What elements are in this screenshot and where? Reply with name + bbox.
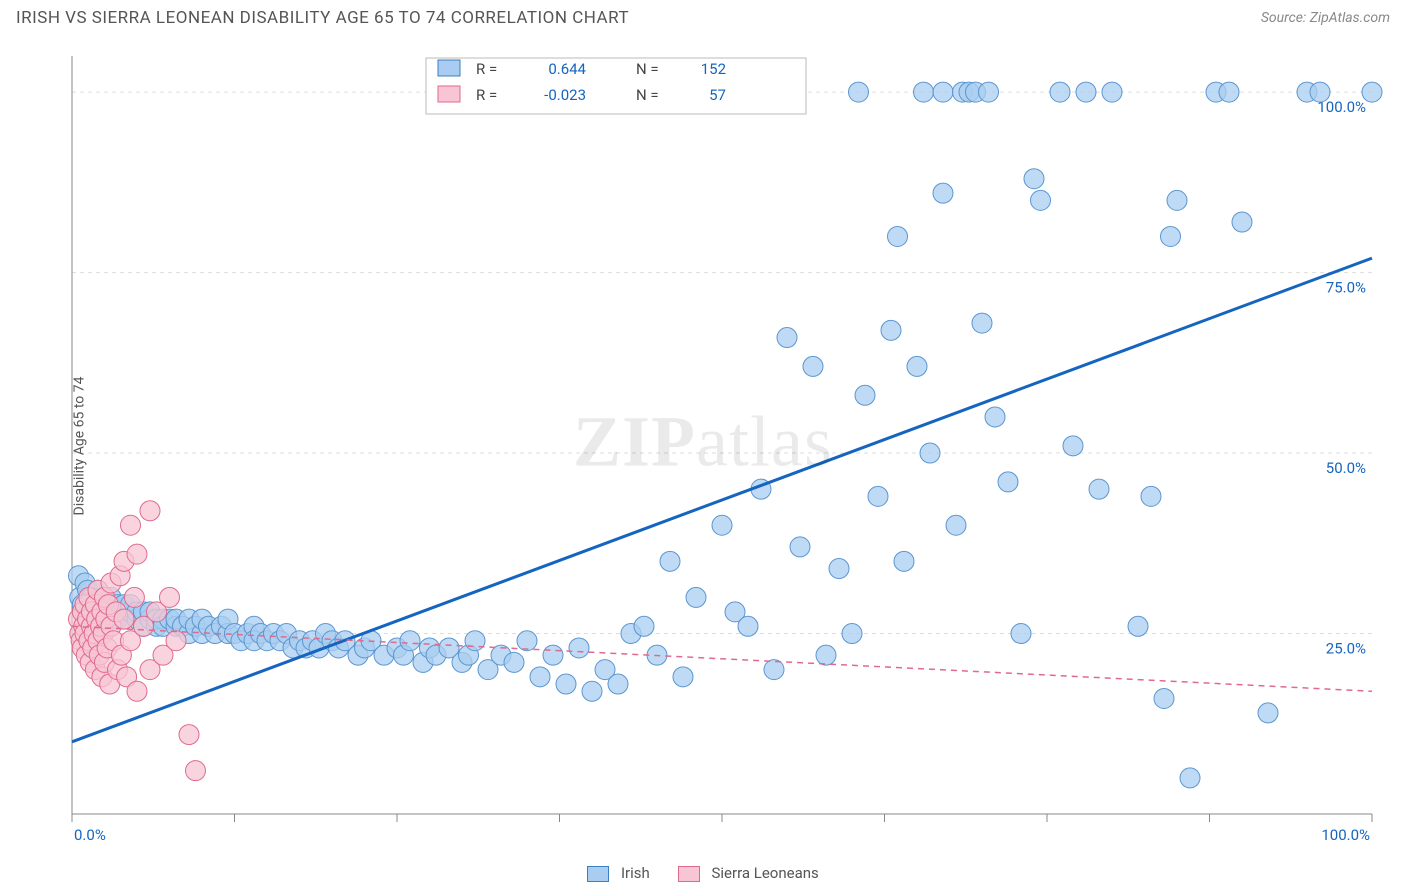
svg-text:N =: N = — [636, 86, 659, 104]
svg-text:75.0%: 75.0% — [1326, 279, 1366, 297]
svg-text:N =: N = — [636, 60, 659, 78]
correlation-scatter-chart: 25.0%50.0%75.0%100.0%0.0%100.0%R =0.644N… — [16, 46, 1390, 846]
svg-text:R =: R = — [476, 60, 497, 78]
legend-swatch-pink — [678, 866, 700, 882]
legend-item-sierra: Sierra Leoneans — [678, 864, 819, 882]
svg-text:57: 57 — [709, 86, 726, 104]
svg-text:0.0%: 0.0% — [74, 826, 106, 844]
legend-label-irish: Irish — [621, 864, 650, 882]
svg-text:-0.023: -0.023 — [544, 86, 586, 104]
y-axis-label: Disability Age 65 to 74 — [71, 377, 87, 516]
svg-text:R =: R = — [476, 86, 497, 104]
svg-text:152: 152 — [701, 60, 726, 78]
bottom-legend: Irish Sierra Leoneans — [0, 864, 1406, 882]
legend-label-sierra: Sierra Leoneans — [712, 864, 819, 882]
legend-item-irish: Irish — [587, 864, 650, 882]
source-attribution: Source: ZipAtlas.com — [1261, 10, 1390, 26]
legend-swatch-blue — [587, 866, 609, 882]
svg-text:25.0%: 25.0% — [1326, 640, 1366, 658]
chart-title: IRISH VS SIERRA LEONEAN DISABILITY AGE 6… — [16, 8, 629, 28]
svg-text:100.0%: 100.0% — [1321, 826, 1370, 844]
svg-text:50.0%: 50.0% — [1326, 459, 1366, 477]
svg-text:0.644: 0.644 — [548, 60, 586, 78]
